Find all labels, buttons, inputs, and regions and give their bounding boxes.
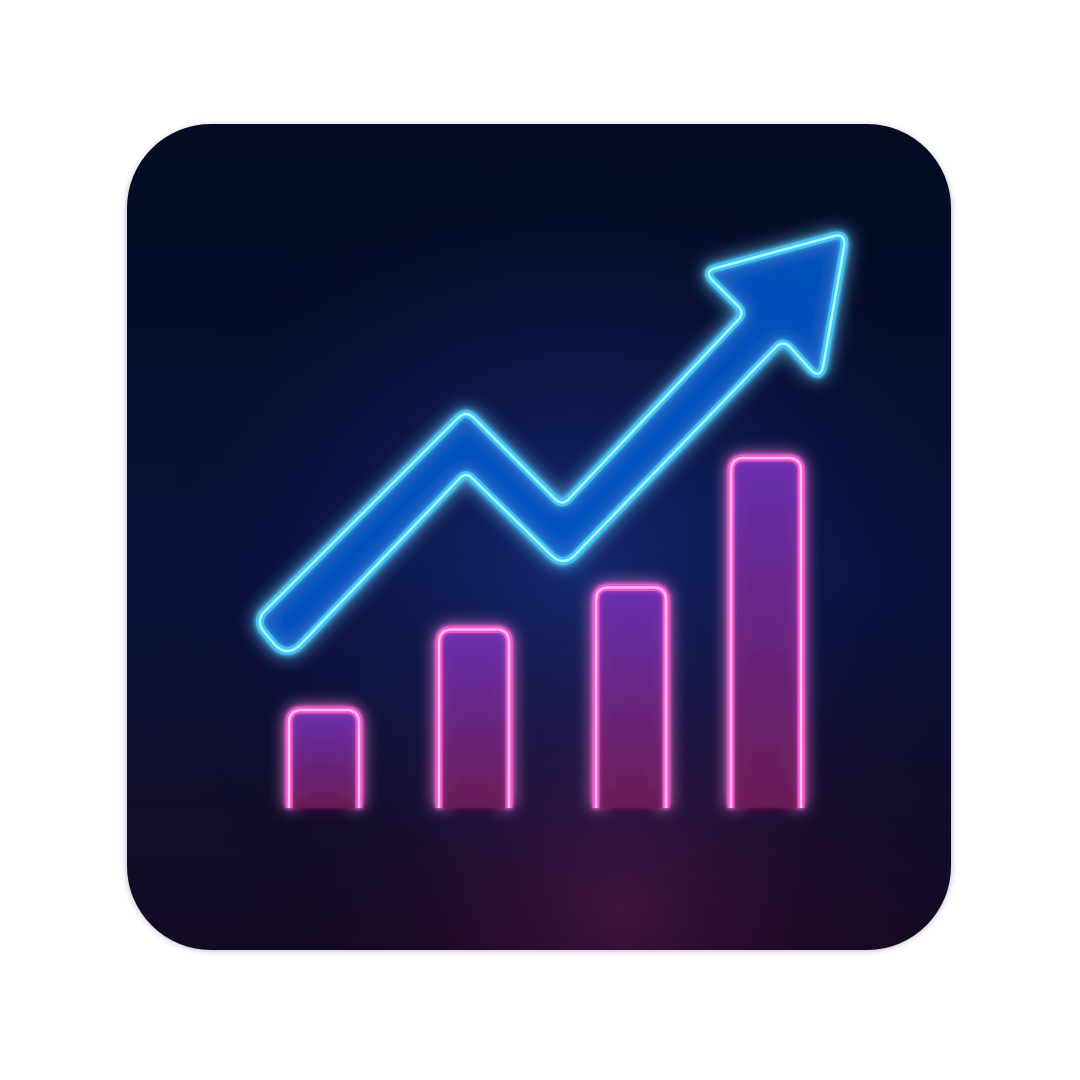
trend-arrow-icon — [256, 231, 849, 655]
chart-bar — [592, 584, 670, 808]
bar-chart — [285, 454, 805, 808]
chart-bar — [285, 706, 363, 808]
chart-bar — [435, 626, 513, 808]
chart-bar — [727, 454, 805, 808]
